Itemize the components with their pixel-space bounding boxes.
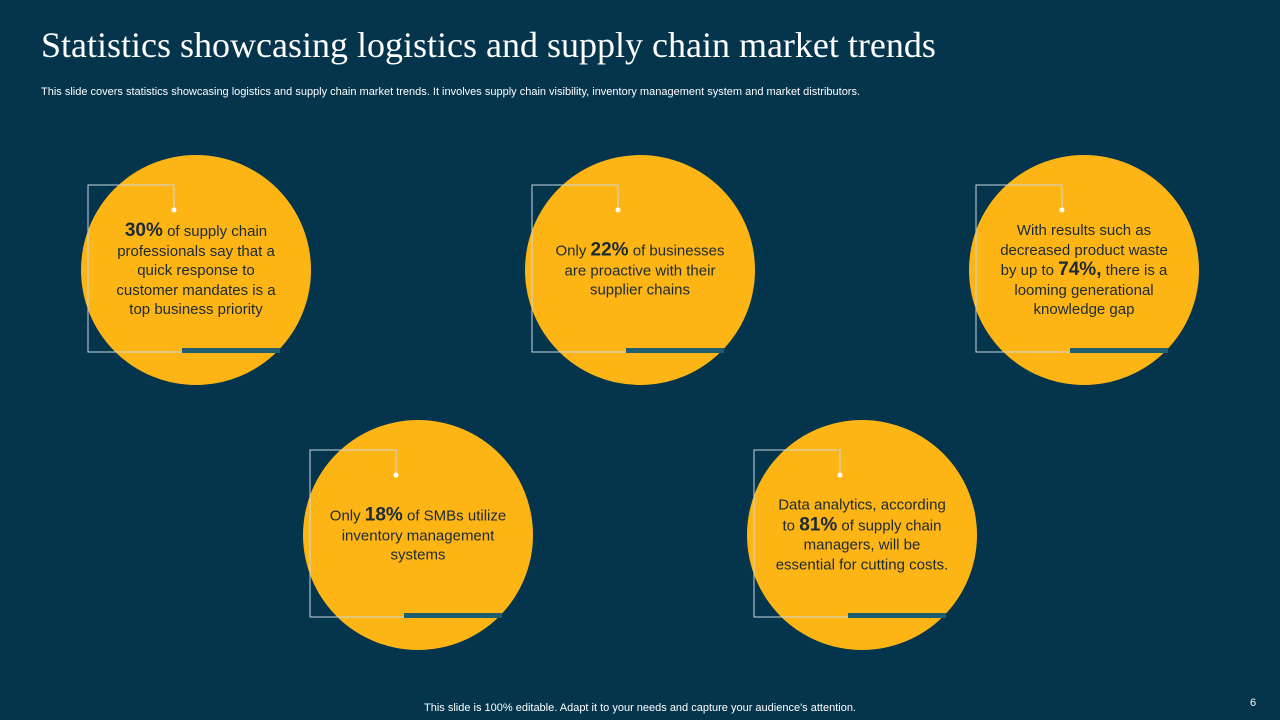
- accent-bar: [182, 348, 280, 353]
- circle: [969, 155, 1199, 385]
- stat: 18%: [364, 504, 403, 526]
- accent-bar: [404, 613, 502, 618]
- subtitle: This slide covers statistics showcasing …: [41, 86, 861, 98]
- card-text-part: Only: [329, 507, 361, 525]
- outline: [87, 184, 182, 353]
- footer-note: This slide is 100% editable. Adapt it to…: [424, 702, 856, 714]
- stat: 22%: [590, 239, 629, 261]
- outline: [531, 184, 626, 353]
- accent-bar: [1070, 348, 1168, 353]
- card-text-part: Data analytics, according to: [778, 496, 946, 535]
- card-text-part: Only: [555, 242, 587, 260]
- outline: [753, 449, 848, 618]
- dot: [393, 472, 399, 478]
- page-number: 6: [1250, 697, 1257, 709]
- card-text: Data analytics, according to 81% of supp…: [772, 496, 952, 575]
- dot: [615, 207, 621, 213]
- card-text: With results such as decreased product w…: [994, 221, 1174, 320]
- circle: [525, 155, 755, 385]
- card-text: Only 18% of SMBs utilize inventory manag…: [328, 505, 508, 565]
- circle: [81, 155, 311, 385]
- title: Statistics showcasing logistics and supp…: [41, 25, 936, 65]
- outline: [309, 449, 404, 618]
- outline: [975, 184, 1070, 353]
- card-text-part: there is a looming generational knowledg…: [1014, 261, 1168, 318]
- circle: [303, 420, 533, 650]
- accent-bar: [626, 348, 724, 353]
- stat: 81%: [799, 514, 838, 535]
- card-text-part: With results such as decreased product w…: [1000, 221, 1168, 279]
- circle: [747, 420, 977, 650]
- accent-bar: [848, 613, 946, 618]
- card-text-part: of businesses are proactive with their s…: [564, 242, 725, 299]
- card-text: 30% of supply chain professionals say th…: [106, 221, 286, 320]
- card-text-part: of supply chain managers, will be essent…: [775, 517, 949, 573]
- card-text-part: of supply chain professionals say that a…: [116, 222, 276, 318]
- dot: [837, 472, 843, 478]
- dot: [171, 207, 177, 213]
- stat: 74%,: [1058, 258, 1102, 280]
- card-text-part: of SMBs utilize inventory management sys…: [341, 507, 507, 564]
- stat: 30%: [124, 219, 163, 241]
- card-text: Only 22% of businesses are proactive wit…: [550, 240, 730, 300]
- dot: [1059, 207, 1065, 213]
